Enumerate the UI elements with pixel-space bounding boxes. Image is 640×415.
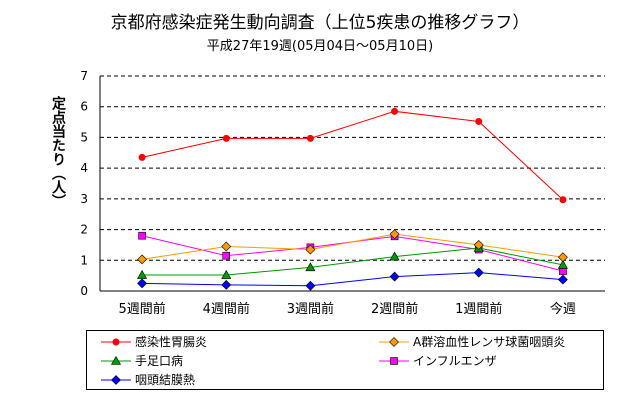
data-point: [221, 279, 232, 290]
legend-label: 咽頭結膜熱: [135, 373, 196, 387]
axes: 0 1 2 3 4 5 6 7 5週間前 4週間前 3週間前 2週間前 1週間前 今週: [80, 69, 605, 317]
gridlines: [100, 75, 605, 261]
legend-item: インフルエンザ: [379, 352, 497, 369]
legend-item: 咽頭結膜熱: [101, 371, 195, 388]
legend-item: A群溶血性レンサ球菌咽頭炎: [379, 333, 565, 350]
data-point: [557, 274, 568, 285]
data-point: [137, 269, 148, 279]
legend-swatch: [379, 356, 409, 365]
y-tick-label: 5: [80, 130, 88, 144]
data-point: [221, 241, 232, 252]
data-point: [559, 196, 567, 204]
legend-marker: [111, 374, 121, 385]
legend-swatch: [101, 355, 131, 365]
data-point: [305, 244, 316, 255]
legend-marker: [390, 356, 398, 365]
data-point: [473, 240, 484, 250]
series-line: [141, 110, 564, 201]
data-point: [221, 269, 232, 279]
series-2: [137, 229, 568, 265]
series-5: [137, 267, 568, 291]
series-line: [142, 247, 564, 276]
x-tick-label: 今週: [550, 301, 576, 317]
y-tick-label: 2: [80, 223, 88, 237]
data-point: [222, 251, 231, 260]
data-point: [138, 231, 146, 240]
series-4: [138, 231, 567, 275]
data-point: [305, 262, 316, 272]
y-axis-label: 定点当たり（人）: [50, 96, 66, 208]
series-line: [142, 233, 563, 260]
data-point: [391, 107, 399, 115]
legend-label: 手足口病: [135, 354, 184, 368]
data-point: [305, 280, 316, 291]
data-point: [389, 271, 400, 282]
data-point: [557, 252, 568, 263]
legend-swatch: [379, 336, 409, 347]
legend-marker: [110, 355, 122, 365]
data-point: [138, 153, 146, 161]
legend-marker: [112, 338, 120, 345]
chart-title: 京都府感染症発生動向調査（上位5疾患の推移グラフ）: [110, 13, 530, 33]
x-tick-label: 1週間前: [455, 301, 502, 317]
legend-label: A群溶血性レンサ球菌咽頭炎: [413, 335, 566, 349]
plot-area: 0 1 2 3 4 5 6 7 5週間前 4週間前 3週間前 2週間前 1週間前 今週: [80, 69, 605, 317]
data-point: [222, 134, 230, 142]
series-line: [141, 235, 564, 272]
y-tick-label: 4: [80, 161, 88, 175]
chart-subtitle: 平成27年19週(05月04日～05月10日): [206, 39, 434, 54]
legend-label: 感染性胃腸炎: [135, 335, 208, 349]
legend-marker: [389, 336, 399, 347]
y-tick-label: 1: [80, 253, 88, 267]
data-point: [137, 278, 148, 289]
data-point: [475, 117, 483, 125]
y-tick-label: 6: [80, 100, 88, 114]
x-tick-label: 4週間前: [203, 301, 250, 317]
series-3: [137, 242, 568, 279]
x-tick-label: 5週間前: [118, 301, 165, 317]
data-point: [306, 134, 314, 142]
x-tick-label: 3週間前: [287, 301, 334, 317]
legend-swatch: [101, 374, 131, 385]
legend-swatch: [101, 338, 131, 345]
series-group: [137, 107, 568, 291]
legend-item: 手足口病: [101, 352, 183, 369]
x-tick-label: 2週間前: [371, 301, 418, 317]
data-point: [557, 259, 568, 269]
data-point: [473, 267, 484, 278]
y-tick-label: 0: [80, 284, 88, 298]
series-1: [138, 107, 567, 204]
legend-label: インフルエンザ: [413, 354, 497, 368]
data-point: [389, 251, 400, 261]
legend: 感染性胃腸炎 A群溶血性レンサ球菌咽頭炎手足口病 インフルエンザ咽頭結膜熱: [86, 330, 604, 390]
legend-item: 感染性胃腸炎: [101, 333, 207, 350]
series-line: [142, 272, 563, 287]
data-point: [389, 229, 400, 240]
y-tick-label: 3: [80, 192, 88, 206]
y-tick-label: 7: [80, 69, 88, 83]
data-point: [137, 254, 148, 265]
